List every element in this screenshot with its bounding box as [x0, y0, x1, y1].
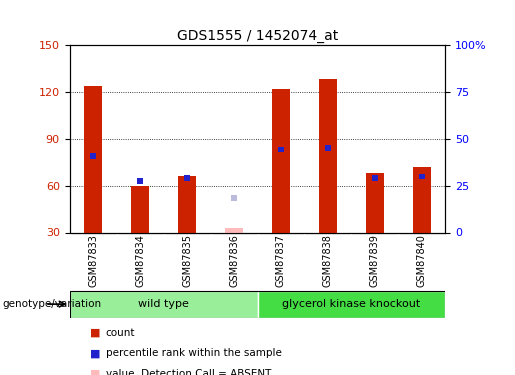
Bar [184, 175, 190, 180]
Bar [372, 175, 378, 180]
Text: glycerol kinase knockout: glycerol kinase knockout [282, 299, 421, 309]
Text: wild type: wild type [138, 299, 189, 309]
Text: GSM87840: GSM87840 [417, 234, 427, 287]
Text: GSM87836: GSM87836 [229, 234, 239, 287]
Bar [366, 173, 384, 232]
Text: ■: ■ [90, 328, 100, 338]
Text: GSM87839: GSM87839 [370, 234, 380, 287]
Text: ■: ■ [90, 348, 100, 358]
Text: GSM87837: GSM87837 [276, 234, 286, 287]
Text: GSM87834: GSM87834 [135, 234, 145, 287]
Bar [137, 178, 143, 184]
Text: GSM87833: GSM87833 [88, 234, 98, 287]
Bar [225, 228, 244, 232]
Bar [90, 153, 96, 159]
Text: value, Detection Call = ABSENT: value, Detection Call = ABSENT [106, 369, 271, 375]
Bar [419, 174, 425, 179]
Text: GSM87838: GSM87838 [323, 234, 333, 287]
Bar [231, 195, 237, 201]
Bar [271, 89, 290, 232]
Bar [83, 86, 102, 232]
Bar [413, 167, 432, 232]
Title: GDS1555 / 1452074_at: GDS1555 / 1452074_at [177, 28, 338, 43]
Text: genotype/variation: genotype/variation [3, 299, 101, 309]
Bar [70, 291, 258, 318]
Text: percentile rank within the sample: percentile rank within the sample [106, 348, 282, 358]
Text: count: count [106, 328, 135, 338]
Bar [278, 147, 284, 152]
Bar [131, 186, 149, 232]
Bar [178, 176, 196, 232]
Text: ■: ■ [90, 369, 100, 375]
Text: GSM87835: GSM87835 [182, 234, 192, 287]
Bar [258, 291, 445, 318]
Bar [319, 80, 337, 232]
Bar [325, 146, 331, 151]
